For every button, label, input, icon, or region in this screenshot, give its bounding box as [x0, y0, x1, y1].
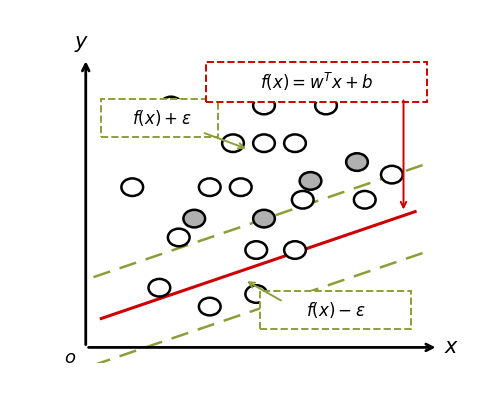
Circle shape: [284, 134, 306, 152]
Circle shape: [160, 97, 182, 114]
Circle shape: [222, 134, 244, 152]
Text: $x$: $x$: [444, 337, 460, 357]
Circle shape: [184, 210, 205, 227]
Text: $y$: $y$: [74, 34, 90, 54]
Circle shape: [354, 191, 376, 208]
Circle shape: [199, 178, 220, 196]
Circle shape: [199, 298, 220, 315]
Text: $o$: $o$: [64, 349, 76, 368]
Circle shape: [168, 228, 190, 246]
Circle shape: [253, 134, 275, 152]
Circle shape: [300, 172, 322, 190]
Circle shape: [122, 178, 143, 196]
Circle shape: [230, 178, 252, 196]
Circle shape: [292, 191, 314, 208]
FancyBboxPatch shape: [260, 291, 411, 328]
Circle shape: [346, 153, 368, 171]
Circle shape: [253, 210, 275, 227]
Circle shape: [246, 241, 267, 259]
Text: $f(x) = w^Tx + b$: $f(x) = w^Tx + b$: [260, 71, 373, 93]
Circle shape: [315, 97, 337, 114]
Text: $f(x) + \varepsilon$: $f(x) + \varepsilon$: [132, 108, 191, 128]
Text: $f(x) - \varepsilon$: $f(x) - \varepsilon$: [306, 300, 366, 320]
Circle shape: [284, 241, 306, 259]
Circle shape: [253, 97, 275, 114]
Circle shape: [148, 279, 170, 297]
Circle shape: [246, 285, 267, 303]
FancyBboxPatch shape: [101, 99, 218, 137]
FancyBboxPatch shape: [206, 62, 427, 102]
Circle shape: [381, 166, 402, 184]
